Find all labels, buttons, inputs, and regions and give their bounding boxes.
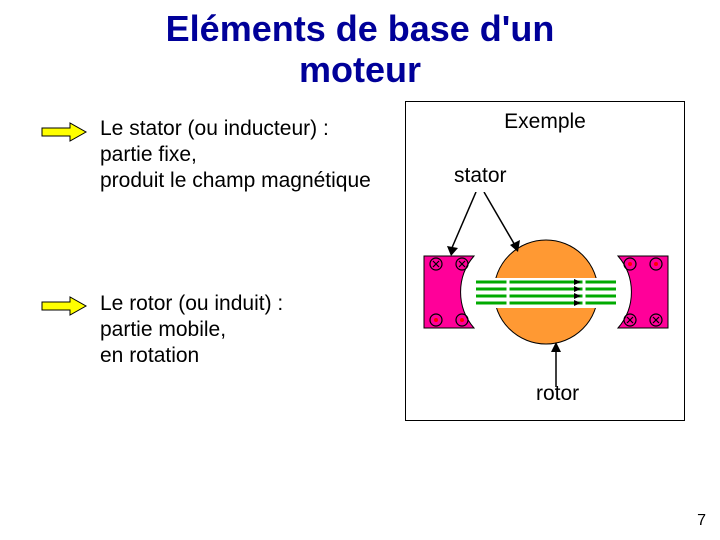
- bullet-rotor: Le rotor (ou induit) : partie mobile, en…: [100, 291, 380, 370]
- stator-pointer: [484, 192, 516, 247]
- diagram-title: Exemple: [406, 102, 684, 134]
- title-line-1: Eléments de base d'un: [166, 8, 555, 49]
- arrowhead-icon: [447, 246, 458, 256]
- page-number: 7: [697, 512, 706, 530]
- rotor-bars: [474, 278, 618, 308]
- example-diagram: Exemple stator rotor: [405, 101, 685, 421]
- bullet-arrow-icon: [40, 295, 88, 317]
- bullet-arrow-icon: [40, 121, 88, 143]
- title-line-2: moteur: [299, 49, 421, 90]
- stator-pointer: [451, 192, 476, 250]
- left-magnet: [424, 256, 474, 328]
- right-magnet: [618, 256, 668, 328]
- content-area: Le stator (ou inducteur) : partie fixe, …: [0, 91, 720, 511]
- slide-title: Eléments de base d'un moteur: [0, 0, 720, 91]
- bullet-stator: Le stator (ou inducteur) : partie fixe, …: [100, 116, 380, 195]
- motor-svg: [406, 192, 686, 392]
- stator-label: stator: [454, 164, 507, 188]
